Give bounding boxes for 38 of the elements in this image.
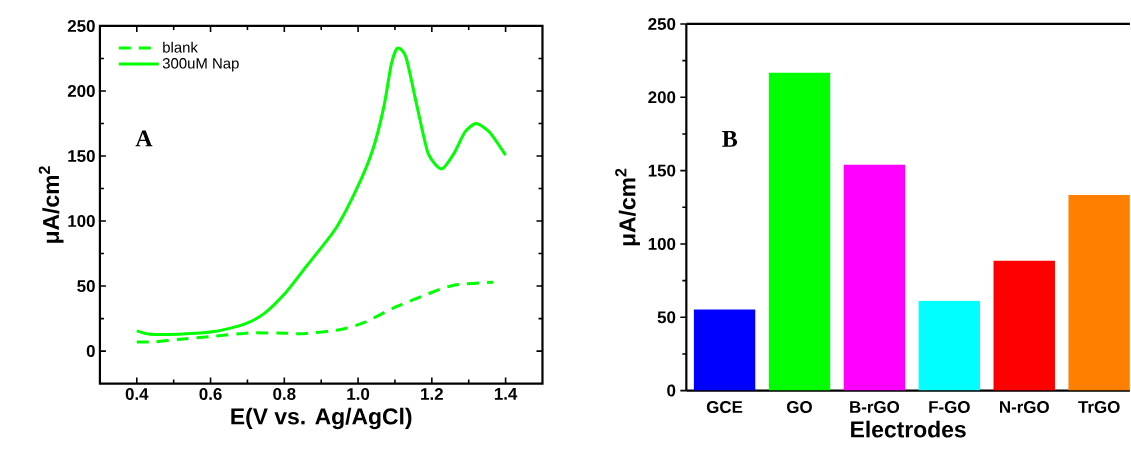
x-tick-label: 0.8 <box>273 388 296 401</box>
y-tick-label: 200 <box>648 91 676 104</box>
annotation: B <box>722 131 738 147</box>
x-tick-label: TrGO <box>1078 401 1120 414</box>
bar <box>993 260 1055 391</box>
y-tick-label: 100 <box>648 238 676 251</box>
bar <box>843 164 906 391</box>
bar <box>768 73 831 391</box>
x-tick-label: N-rGO <box>1000 401 1049 414</box>
x-axis-title: Electrodes <box>851 420 966 438</box>
y-tick-label: 0 <box>667 384 676 397</box>
x-tick-label: 1.2 <box>421 388 443 401</box>
x-tick-label: 0.6 <box>199 388 222 401</box>
legend-label: blank <box>163 42 198 53</box>
y-tick-label: 0 <box>86 345 95 358</box>
y-axis-title: μA/cm$^{2}$ <box>615 168 640 246</box>
bar <box>693 309 756 391</box>
x-tick-label: GO <box>787 401 812 414</box>
x-tick-label: F-GO <box>929 401 970 414</box>
x-tick-label: 1.0 <box>347 388 370 401</box>
x-tick-label: GCE <box>706 401 743 414</box>
x-tick-label: 0.4 <box>125 388 149 401</box>
y-tick-label: 100 <box>68 215 95 228</box>
y-tick-label: 200 <box>67 85 95 98</box>
y-axis-title: μA/cm$^{2}$ <box>38 166 64 244</box>
x-axis-title: E(V vs. Ag/AgCl) <box>231 407 412 430</box>
legend-label: 300uM Nap <box>162 58 239 72</box>
annotation: A <box>135 130 153 147</box>
y-tick-label: 250 <box>648 18 676 31</box>
y-tick-label: 50 <box>657 311 676 324</box>
x-tick-label: B-rGO <box>850 401 900 414</box>
bar <box>1068 195 1130 391</box>
y-tick-label: 150 <box>68 150 95 163</box>
bar <box>918 300 981 391</box>
x-tick-label: 1.4 <box>494 388 518 400</box>
y-tick-label: 250 <box>67 20 95 33</box>
y-tick-label: 50 <box>77 280 95 293</box>
y-tick-label: 150 <box>648 164 676 177</box>
